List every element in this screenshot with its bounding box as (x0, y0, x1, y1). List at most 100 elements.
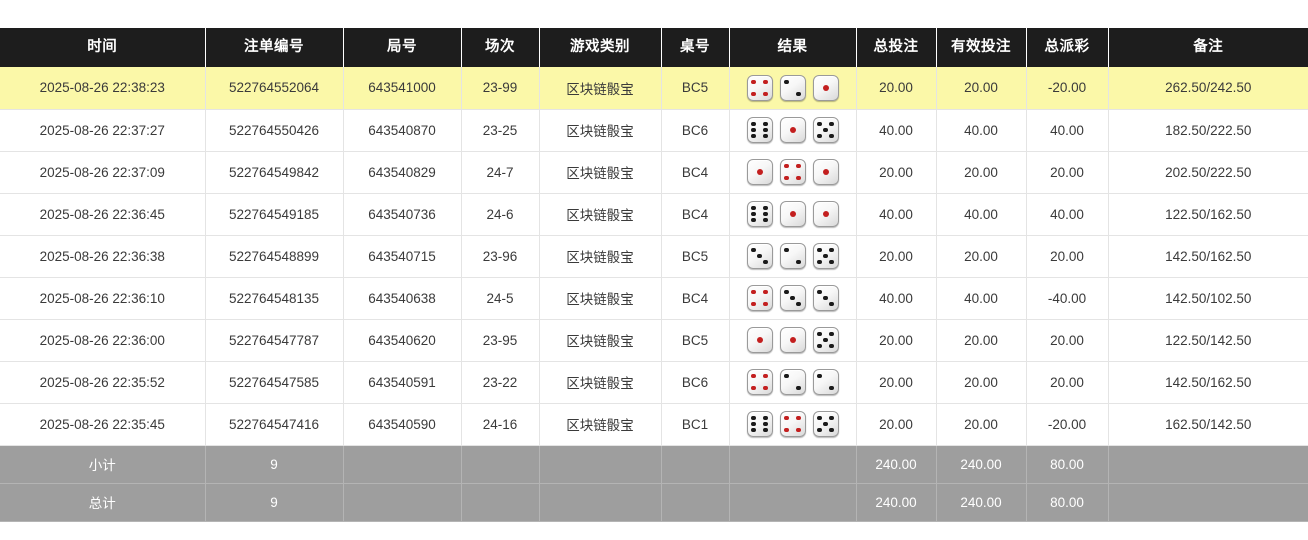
dice-pip (763, 127, 768, 133)
dice-pip (763, 217, 768, 223)
column-header-game_type[interactable]: 游戏类别 (539, 28, 662, 67)
table-row[interactable]: 2025-08-26 22:36:00 522764547787 643540620… (0, 319, 1308, 362)
cell-dice-result (729, 361, 857, 404)
cell-dice-result (729, 193, 857, 236)
cell-total-bet[interactable]: 20.00 (856, 403, 937, 446)
cell-time: 2025-08-26 22:36:00 (0, 319, 206, 362)
cell-order-no: 522764552064 (205, 67, 344, 110)
table-row[interactable]: 2025-08-26 22:37:09 522764549842 643540829… (0, 151, 1308, 194)
table-row[interactable]: 2025-08-26 22:37:27 522764550426 643540870… (0, 109, 1308, 152)
table-row[interactable]: 2025-08-26 22:35:45 522764547416 643540590… (0, 403, 1308, 446)
cell-table-no: BC6 (661, 109, 730, 152)
column-header-result[interactable]: 结果 (729, 28, 857, 67)
column-header-valid_bet[interactable]: 有效投注 (936, 28, 1027, 67)
cell-game-type: 区块链骰宝 (539, 67, 662, 110)
dice-pip (756, 337, 763, 343)
column-header-remark[interactable]: 备注 (1108, 28, 1308, 67)
dice-pip (751, 211, 756, 217)
dice-pip (823, 295, 828, 301)
dice-pip (763, 301, 768, 307)
summary-count: 9 (205, 483, 344, 522)
cell-total-bet[interactable]: 20.00 (856, 151, 937, 194)
cell-total-payout: 20.00 (1026, 361, 1109, 404)
table-body: 2025-08-26 22:38:23 522764552064 643541000… (0, 67, 1308, 446)
cell-order-no: 522764547787 (205, 319, 344, 362)
dice-pip (829, 259, 834, 265)
column-header-table_no[interactable]: 桌号 (661, 28, 730, 67)
dice-pip (817, 121, 822, 127)
dice-pip (817, 133, 822, 139)
cell-total-bet[interactable]: 20.00 (856, 319, 937, 362)
table-row[interactable]: 2025-08-26 22:38:23 522764552064 643541000… (0, 67, 1308, 110)
dice-pip (751, 421, 756, 427)
dice-pip (751, 385, 756, 391)
dice-pip (796, 175, 801, 181)
dice-pip (751, 217, 756, 223)
summary-total-payout: 80.00 (1026, 445, 1109, 484)
cell-round-no: 643540590 (343, 403, 462, 446)
cell-total-bet[interactable]: 20.00 (856, 67, 937, 110)
table-row[interactable]: 2025-08-26 22:36:10 522764548135 643540638… (0, 277, 1308, 320)
dice-pip (817, 289, 822, 295)
column-header-round_no[interactable]: 局号 (343, 28, 462, 67)
dice-pip (784, 373, 789, 379)
dice-4-icon (746, 74, 773, 101)
column-header-total_bet[interactable]: 总投注 (856, 28, 937, 67)
cell-session: 23-96 (461, 235, 540, 278)
dice-6-icon (746, 411, 773, 437)
cell-total-bet[interactable]: 40.00 (856, 277, 937, 320)
dice-2-icon (779, 243, 806, 269)
cell-game-type: 区块链骰宝 (539, 235, 662, 278)
dice-pip (751, 133, 756, 139)
column-header-time[interactable]: 时间 (0, 28, 206, 67)
dice-pip (823, 127, 828, 133)
cell-remark: 142.50/162.50 (1108, 235, 1308, 278)
dice-2-icon (779, 74, 806, 101)
dice-pip (763, 289, 768, 295)
dice-pip (763, 259, 768, 265)
summary-count: 9 (205, 445, 344, 484)
dice-pip (817, 373, 822, 379)
dice-pip (751, 127, 756, 133)
summary-label: 总计 (0, 483, 206, 522)
cell-session: 23-95 (461, 319, 540, 362)
dice-1-icon (746, 327, 773, 353)
cell-valid-bet: 20.00 (936, 403, 1027, 446)
cell-total-payout: -20.00 (1026, 403, 1109, 446)
cell-total-bet[interactable]: 40.00 (856, 193, 937, 236)
cell-total-bet[interactable]: 40.00 (856, 109, 937, 152)
cell-order-no: 522764548135 (205, 277, 344, 320)
dice-pip (789, 337, 796, 343)
summary-table-no (661, 483, 730, 522)
dice-pip (829, 133, 834, 139)
table-row[interactable]: 2025-08-26 22:35:52 522764547585 643540591… (0, 361, 1308, 404)
dice-3-icon (779, 285, 806, 311)
dice-pip (751, 121, 756, 127)
cell-time: 2025-08-26 22:37:27 (0, 109, 206, 152)
cell-game-type: 区块链骰宝 (539, 109, 662, 152)
dice-pip (822, 84, 829, 91)
column-header-session[interactable]: 场次 (461, 28, 540, 67)
dice-pip (784, 163, 789, 169)
cell-remark: 202.50/222.50 (1108, 151, 1308, 194)
dice-pip (796, 259, 801, 265)
cell-total-payout: 40.00 (1026, 109, 1109, 152)
cell-total-bet[interactable]: 20.00 (856, 235, 937, 278)
table-row[interactable]: 2025-08-26 22:36:45 522764549185 643540736… (0, 193, 1308, 236)
dice-pip (763, 385, 768, 391)
cell-total-bet[interactable]: 20.00 (856, 361, 937, 404)
dice-pip (790, 295, 795, 301)
summary-session (461, 445, 540, 484)
cell-remark: 262.50/242.50 (1108, 67, 1308, 110)
cell-dice-result (729, 67, 857, 110)
cell-table-no: BC5 (661, 67, 730, 110)
dice-pip (829, 427, 834, 433)
table-row[interactable]: 2025-08-26 22:36:38 522764548899 643540715… (0, 235, 1308, 278)
dice-group (736, 201, 850, 227)
cell-table-no: BC5 (661, 235, 730, 278)
column-header-total_payout[interactable]: 总派彩 (1026, 28, 1109, 67)
summary-remark (1108, 483, 1308, 522)
column-header-order_no[interactable]: 注单编号 (205, 28, 344, 67)
dice-pip (756, 169, 763, 175)
